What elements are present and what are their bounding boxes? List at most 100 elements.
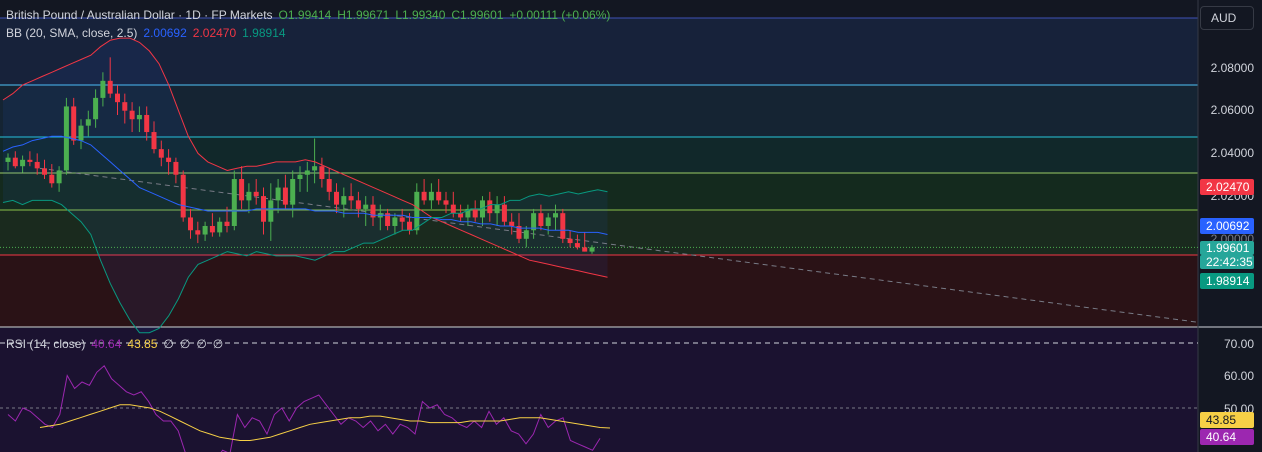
candle-body: [312, 166, 318, 171]
candle-body: [20, 159, 26, 167]
candle-body: [407, 221, 412, 231]
ohlc-high: H1.99671: [337, 8, 390, 22]
candle-body: [560, 213, 566, 239]
candle-body: [275, 187, 281, 201]
rsi-ma-value: 43.85: [127, 337, 158, 351]
candle-body: [12, 157, 18, 167]
bb-label[interactable]: BB (20, SMA, close, 2.5): [6, 26, 138, 40]
bb-lower-line: [2, 189, 608, 334]
zone-top: [0, 18, 1198, 85]
candle-body: [443, 200, 449, 205]
candle-body: [93, 97, 99, 120]
candle-body: [71, 106, 77, 141]
rsi-extra-4: ∅: [212, 337, 224, 351]
candle-body: [509, 221, 515, 226]
current-price-tag: 1.99601: [1200, 241, 1254, 255]
rsi-legend: RSI (14, close) 40.64 43.85 ∅ ∅ ∅ ∅: [6, 337, 223, 351]
candle-body: [428, 191, 434, 201]
candle-body: [107, 80, 113, 94]
symbol-legend: British Pound / Australian Dollar · 1D ·…: [6, 8, 610, 22]
candle-body: [122, 102, 128, 111]
candle-body: [494, 204, 500, 214]
ohlc-open: O1.99414: [278, 8, 332, 22]
bb-upper-line: [2, 37, 608, 278]
candle-body: [78, 125, 84, 141]
candle-body: [531, 213, 537, 231]
candle-body: [180, 174, 186, 218]
candle-body: [100, 80, 106, 98]
candle-body: [144, 114, 150, 133]
candle-body: [297, 174, 303, 180]
candle-body: [363, 204, 369, 209]
candle-body: [246, 191, 252, 201]
bb-basis-value: 2.00692: [143, 26, 187, 40]
candle-body: [85, 119, 91, 126]
candle-body: [450, 204, 456, 214]
bb-lower-value: 1.98914: [242, 26, 286, 40]
price-tick-3: 2.04000: [1210, 146, 1254, 160]
candle-body: [501, 204, 507, 222]
countdown-timer: 22:42:35: [1200, 255, 1254, 269]
bb-upper-value: 2.02470: [192, 26, 237, 40]
candle-body: [567, 238, 573, 244]
rsi-ma-tag: 43.85: [1200, 412, 1254, 428]
candle-body: [27, 159, 33, 162]
candle-body: [166, 157, 172, 162]
candle-body: [538, 213, 544, 226]
price-tick-2: 2.06000: [1210, 103, 1254, 117]
rsi-ma-line: [39, 404, 611, 441]
candle-body: [480, 200, 485, 218]
candle-body: [341, 196, 347, 205]
ohlc-low: L1.99340: [395, 8, 446, 22]
candle-body: [326, 179, 332, 192]
candle-body: [304, 170, 310, 175]
candle-body: [202, 225, 208, 235]
candle-body: [472, 208, 478, 218]
candle-body: [465, 208, 471, 218]
candle-body: [385, 213, 391, 226]
rsi-label[interactable]: RSI (14, close): [6, 337, 86, 351]
candle-body: [49, 174, 55, 184]
candle-body: [421, 191, 427, 201]
candle-body: [136, 114, 142, 120]
candle-body: [56, 170, 62, 184]
rsi-extra-3: ∅: [196, 337, 207, 351]
candle-body: [173, 161, 179, 175]
candle-body: [458, 213, 464, 218]
symbol-title[interactable]: British Pound / Australian Dollar · 1D ·…: [6, 8, 273, 22]
bb-upper-tag: 2.02470: [1200, 179, 1254, 195]
candle-body: [5, 157, 11, 162]
candle-body: [290, 179, 296, 205]
candle-body: [115, 93, 120, 103]
candle-body: [63, 106, 69, 171]
rsi-extra-1: ∅: [163, 337, 174, 351]
candle-body: [231, 179, 237, 226]
rsi-tag: 40.64: [1200, 429, 1254, 445]
rsi-tick-70: 70.00: [1223, 337, 1254, 351]
rsi-value: 40.64: [91, 337, 122, 351]
candle-body: [239, 179, 245, 201]
candle-body: [553, 213, 558, 218]
candle-body: [151, 132, 157, 150]
candle-body: [370, 204, 376, 218]
rsi-tick-60: 60.00: [1223, 369, 1254, 383]
candle-body: [582, 247, 588, 252]
bb-basis-tag: 2.00692: [1200, 218, 1254, 234]
bb-basis-line: [2, 135, 608, 235]
candle-body: [399, 217, 405, 222]
candle-body: [129, 110, 135, 120]
candle-body: [334, 191, 339, 205]
candle-body: [574, 243, 580, 248]
candle-body: [34, 161, 40, 169]
bb-fill: [3, 38, 608, 333]
candle-body: [523, 230, 529, 239]
rsi-pane-bg: [0, 328, 1198, 452]
candle-body: [42, 168, 47, 175]
candle-body: [436, 191, 442, 201]
currency-selector[interactable]: AUD: [1200, 6, 1254, 30]
candle-body: [158, 149, 164, 158]
candle-body: [195, 230, 201, 235]
ohlc-change: +0.00111 (+0.06%): [509, 8, 611, 22]
candle-body: [545, 217, 551, 226]
